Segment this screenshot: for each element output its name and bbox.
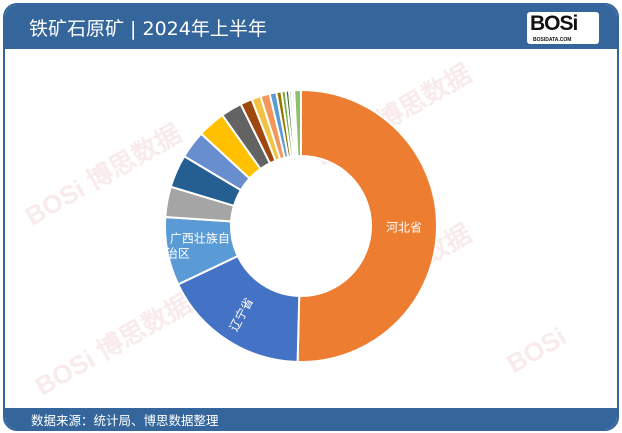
chart-title: 铁矿石原矿 | 2024年上半年 [29,18,267,40]
slice-label: 河北省 [386,220,422,234]
slice-label: 广西壮族自治区 [166,231,230,260]
header-bar: 铁矿石原矿 | 2024年上半年 BOSi BOSIDATA.COM [5,5,617,49]
donut-slice [293,88,302,158]
data-source: 数据来源：统计局、博思数据整理 [31,413,219,428]
footer-bar: 数据来源：统计局、博思数据整理 [5,408,617,429]
bosi-logo: BOSi BOSIDATA.COM [527,12,599,44]
donut-slice [296,88,438,363]
